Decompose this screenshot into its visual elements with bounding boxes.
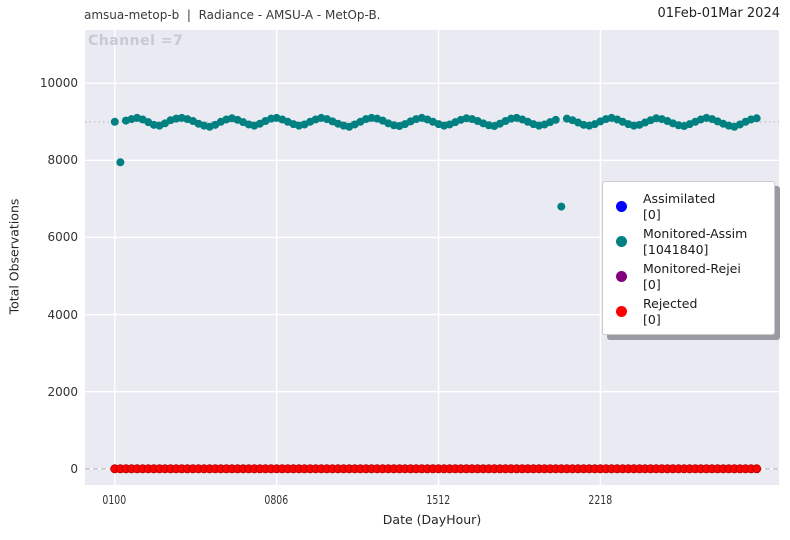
- y-axis-label: Total Observations: [6, 198, 22, 315]
- monitored-rejected-marker-icon: [616, 271, 627, 282]
- assimilated-marker-icon: [616, 201, 627, 212]
- rejected-marker-icon: [616, 306, 627, 317]
- legend-entry-monitored-rejected: Monitored-Rejei [0]: [603, 259, 774, 294]
- y-tick-label: 8000: [47, 153, 78, 168]
- monitored-assim-marker-icon: [616, 236, 627, 247]
- y-tick-label: 4000: [47, 307, 78, 322]
- legend-count: [1041840]: [643, 241, 709, 257]
- legend-label: Monitored-Rejei: [643, 260, 741, 276]
- legend-label: Rejected: [643, 295, 698, 311]
- y-tick-label: 10000: [39, 76, 78, 91]
- x-tick-label: 2218: [588, 493, 613, 507]
- y-tick-label: 6000: [47, 230, 78, 245]
- legend-count: [0]: [643, 311, 661, 327]
- x-tick-label: 1512: [426, 493, 451, 507]
- legend-count: [0]: [643, 276, 661, 292]
- legend-entry-rejected: Rejected [0]: [603, 294, 774, 329]
- date-range-label: 01Feb-01Mar 2024: [657, 6, 780, 21]
- data-point-monitored-assim: [557, 202, 566, 211]
- legend-entry-monitored-assim: Monitored-Assim [1041840]: [603, 224, 774, 259]
- x-tick-label: 0806: [264, 493, 289, 507]
- legend-label: Monitored-Assim: [643, 225, 748, 241]
- figure-title: amsua-metop-b | Radiance - AMSU-A - MetO…: [84, 8, 381, 22]
- legend-count: [0]: [643, 206, 661, 222]
- data-point-monitored-assim: [110, 117, 119, 126]
- data-point-rejected: [752, 464, 762, 474]
- channel-annotation: Channel =7: [88, 33, 184, 49]
- data-point-monitored-assim: [551, 115, 560, 124]
- data-point-monitored-assim: [752, 114, 761, 123]
- x-tick-label: 0100: [102, 493, 127, 507]
- y-tick-label: 2000: [47, 384, 78, 399]
- data-point-monitored-assim: [116, 158, 125, 167]
- legend-entry-assimilated: Assimilated [0]: [603, 189, 774, 224]
- legend: Assimilated [0] Monitored-Assim [1041840…: [602, 181, 775, 335]
- legend-label: Assimilated: [643, 190, 716, 206]
- x-axis-label: Date (DayHour): [382, 512, 482, 527]
- y-tick-label: 0: [70, 461, 78, 476]
